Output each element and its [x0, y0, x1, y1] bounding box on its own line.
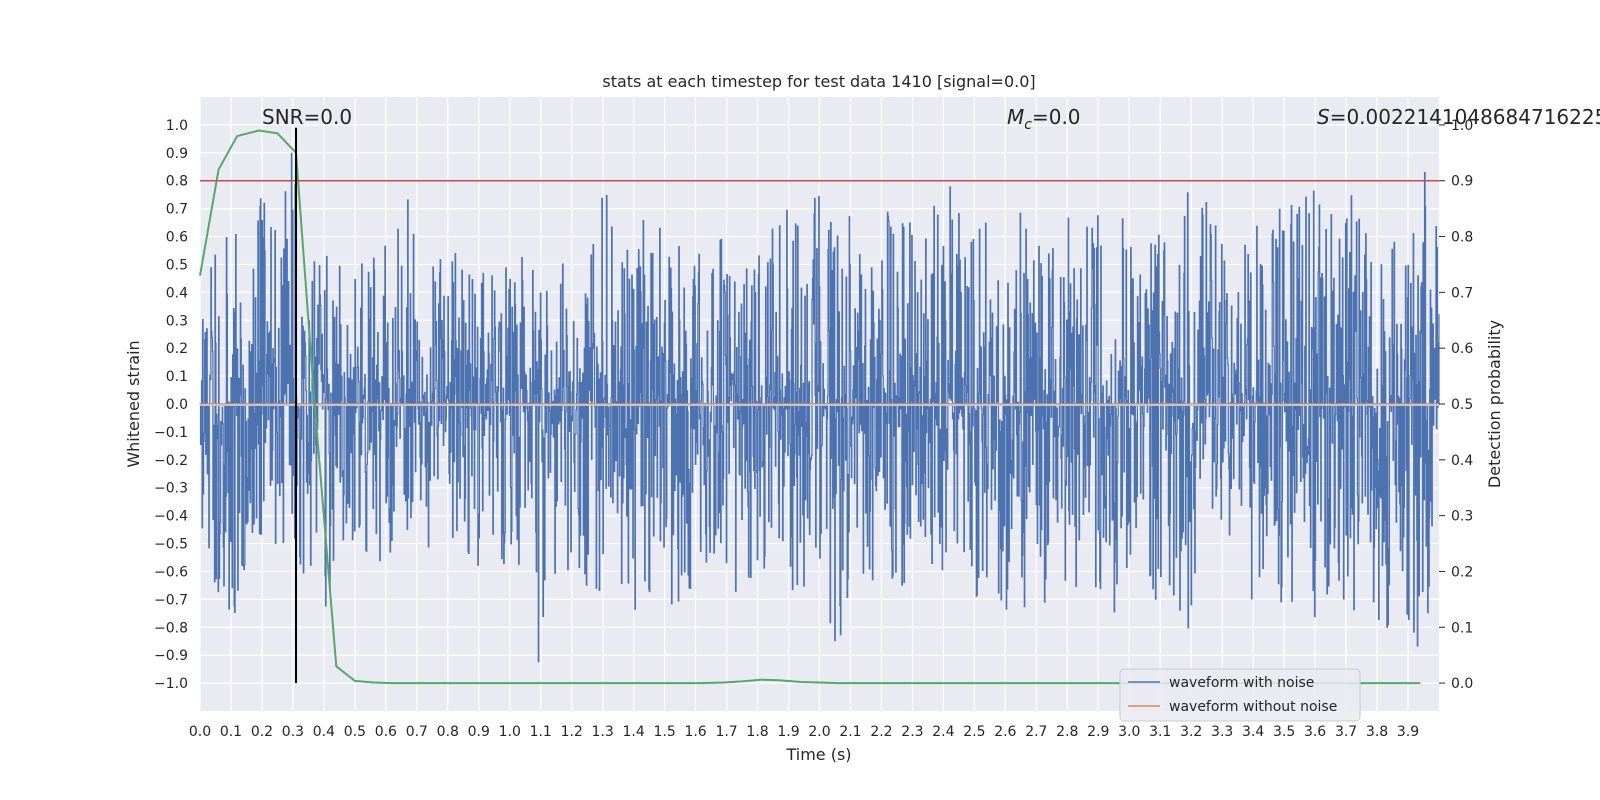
mc-value: =0.0: [1032, 105, 1081, 129]
y2-tick-label: 0.3: [1451, 509, 1473, 525]
y2-tick-label: 1.0: [1451, 118, 1473, 134]
x-tick-label: 1.4: [623, 724, 645, 740]
x-tick-label: 3.1: [1149, 724, 1171, 740]
mc-subscript: c: [1024, 117, 1032, 133]
y-tick-label: 0.9: [166, 146, 188, 162]
y-tick-label: 0.3: [166, 313, 188, 329]
y-tick-label: −1.0: [154, 676, 188, 692]
x-tick-label: 1.8: [746, 724, 768, 740]
legend: waveform with noise waveform without noi…: [1119, 668, 1361, 722]
x-tick-label: 1.9: [777, 724, 799, 740]
y-tick-label: −0.5: [154, 537, 188, 553]
y2-axis-ticks: 1.0 0.9 0.8 0.7 0.6 0.5 0.4 0.3 0.2 0.1 0.0: [1439, 118, 1473, 692]
x-tick-label: 0.4: [313, 724, 335, 740]
x-tick-label: 1.1: [530, 724, 552, 740]
x-axis-ticks: 0.0 0.1 0.2 0.3 0.4 0.5 0.6 0.7 0.8 0.9 1.0 1.1 1.2 1…: [189, 724, 1419, 740]
x-tick-label: 0.2: [251, 724, 273, 740]
series-waveform-with-noise: [199, 152, 1440, 663]
x-tick-label: 0.3: [282, 724, 304, 740]
y-tick-label: 0.6: [166, 230, 188, 246]
x-tick-label: 2.8: [1056, 724, 1078, 740]
x-tick-label: 0.0: [189, 724, 211, 740]
legend-label-clean: waveform without noise: [1169, 699, 1337, 715]
y2-tick-label: 0.6: [1451, 341, 1473, 357]
y2-tick-label: 0.0: [1451, 676, 1473, 692]
x-axis-label: Time (s): [785, 745, 851, 764]
x-tick-label: 0.7: [406, 724, 428, 740]
y2-tick-label: 0.9: [1451, 174, 1473, 190]
y-tick-label: −0.1: [154, 425, 188, 441]
y2-tick-label: 0.2: [1451, 564, 1473, 580]
snr-annotation: SNR=0.0: [262, 105, 352, 129]
x-tick-label: 0.6: [375, 724, 397, 740]
y-tick-label: −0.6: [154, 564, 188, 580]
mc-annotation: Mc=0.0: [1007, 105, 1081, 133]
x-tick-label: 1.3: [592, 724, 614, 740]
y-tick-label: −0.4: [154, 509, 188, 525]
x-tick-label: 2.3: [901, 724, 923, 740]
y2-tick-label: 0.8: [1451, 230, 1473, 246]
legend-label-noise: waveform with noise: [1169, 675, 1314, 691]
x-tick-label: 3.6: [1304, 724, 1326, 740]
x-tick-label: 0.8: [437, 724, 459, 740]
y-tick-label: −0.3: [154, 481, 188, 497]
s-symbol: S: [1317, 105, 1330, 129]
legend-box: [1119, 668, 1361, 722]
x-tick-label: 3.0: [1118, 724, 1140, 740]
y2-tick-label: 0.1: [1451, 620, 1473, 636]
x-tick-label: 1.2: [561, 724, 583, 740]
y-tick-label: 0.7: [166, 202, 188, 218]
y-tick-label: 0.4: [166, 285, 188, 301]
y-tick-label: 0.1: [166, 369, 188, 385]
chart-title: stats at each timestep for test data 141…: [602, 72, 1035, 91]
y-tick-label: −0.9: [154, 648, 188, 664]
y-tick-label: 0.2: [166, 341, 188, 357]
y2-tick-label: 0.7: [1451, 285, 1473, 301]
y2-axis-label: Detection probability: [1485, 320, 1504, 488]
mc-symbol: M: [1007, 105, 1024, 129]
x-tick-label: 3.9: [1397, 724, 1419, 740]
y-axis-ticks: 1.0 0.9 0.8 0.7 0.6 0.5 0.4 0.3 0.2 0.1 0.0 −0.1 −0.…: [154, 118, 188, 692]
x-tick-label: 1.0: [499, 724, 521, 740]
x-tick-label: 3.4: [1242, 724, 1264, 740]
x-tick-label: 0.9: [468, 724, 490, 740]
y-tick-label: −0.2: [154, 453, 188, 469]
s-annotation: S=0.0022141048684716225: [1317, 105, 1600, 129]
x-tick-label: 2.6: [994, 724, 1016, 740]
y2-tick-label: 0.4: [1451, 453, 1473, 469]
y-tick-label: 0.0: [166, 397, 188, 413]
x-tick-label: 2.4: [932, 724, 954, 740]
x-tick-label: 2.9: [1087, 724, 1109, 740]
y-axis-label: Whitened strain: [124, 340, 143, 467]
x-tick-label: 1.5: [653, 724, 675, 740]
x-tick-label: 2.0: [808, 724, 830, 740]
y-tick-label: 0.5: [166, 257, 188, 273]
x-tick-label: 3.2: [1180, 724, 1202, 740]
y-tick-label: 0.8: [166, 174, 188, 190]
x-tick-label: 0.5: [344, 724, 366, 740]
x-tick-label: 1.7: [715, 724, 737, 740]
x-tick-label: 2.2: [870, 724, 892, 740]
x-tick-label: 3.3: [1211, 724, 1233, 740]
x-tick-label: 0.1: [220, 724, 242, 740]
y-tick-label: −0.8: [154, 620, 188, 636]
s-value: =0.0022141048684716225: [1330, 105, 1600, 129]
y-tick-label: 1.0: [166, 118, 188, 134]
x-tick-label: 2.7: [1025, 724, 1047, 740]
x-tick-label: 3.7: [1335, 724, 1357, 740]
x-tick-label: 3.8: [1366, 724, 1388, 740]
x-tick-label: 3.5: [1273, 724, 1295, 740]
x-tick-label: 2.1: [839, 724, 861, 740]
x-tick-label: 2.5: [963, 724, 985, 740]
y2-tick-label: 0.5: [1451, 397, 1473, 413]
y-tick-label: −0.7: [154, 592, 188, 608]
x-tick-label: 1.6: [684, 724, 706, 740]
